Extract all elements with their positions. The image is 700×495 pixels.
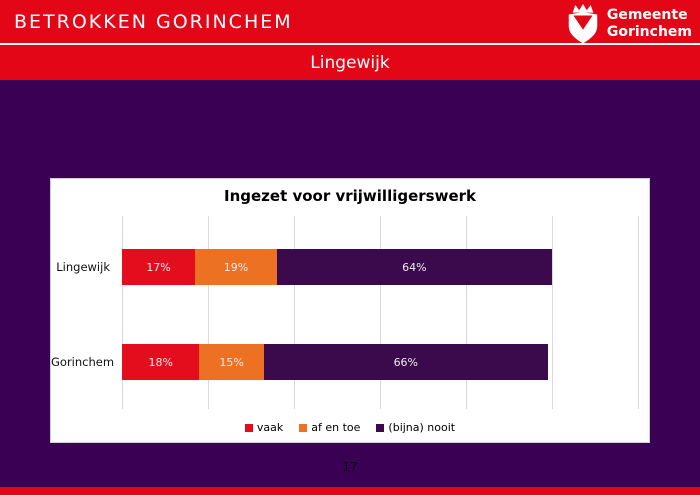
category-label-gorinchem: Gorinchem xyxy=(51,355,115,369)
category-label-lingewijk: Lingewijk xyxy=(56,260,110,274)
subtitle: Lingewijk xyxy=(310,52,390,73)
subtitle-bar: Lingewijk xyxy=(0,45,700,80)
shield-crown-icon xyxy=(564,3,602,45)
bar-segment-af-en-toe: 19% xyxy=(195,249,277,285)
legend-label: (bijna) nooit xyxy=(388,421,456,434)
gridline xyxy=(638,216,639,409)
chart-card: Ingezet voor vrijwilligerswerk 17% 19% 64%… xyxy=(50,178,650,443)
bar-segment-vaak: 17% xyxy=(122,249,196,285)
gridline xyxy=(466,216,467,409)
legend: vaak af en toe (bijna) nooit xyxy=(51,421,649,434)
gridline xyxy=(552,216,553,409)
legend-swatch-vaak xyxy=(244,423,253,432)
bar-segment-bijna-nooit: 64% xyxy=(276,249,552,285)
bottom-strip xyxy=(0,487,700,495)
gridline xyxy=(208,216,209,409)
bar-segment-bijna-nooit: 66% xyxy=(263,344,548,380)
bar-segment-af-en-toe: 15% xyxy=(199,344,264,380)
plot-area: 17% 19% 64% 18% 15% 66% xyxy=(122,216,639,409)
bar-lingewijk: 17% 19% 64% xyxy=(122,249,638,285)
legend-swatch-af-en-toe xyxy=(299,423,308,432)
gridline xyxy=(380,216,381,409)
legend-item-af-en-toe: af en toe xyxy=(299,421,360,434)
page-number: 17 xyxy=(342,460,358,474)
legend-item-vaak: vaak xyxy=(244,421,284,434)
gridline xyxy=(122,216,123,409)
legend-label: af en toe xyxy=(311,421,361,434)
logo-line1: Gemeente xyxy=(606,6,688,23)
gemeente-gorinchem-logo: Gemeente Gorinchem xyxy=(564,3,692,45)
gridline xyxy=(294,216,295,409)
header-bar: BETROKKEN GORINCHEM Gemeente Gorinchem xyxy=(0,0,700,45)
legend-item-bijna-nooit: (bijna) nooit xyxy=(376,421,455,434)
chart-title: Ingezet voor vrijwilligerswerk xyxy=(224,187,476,205)
logo-line2: Gorinchem xyxy=(606,24,692,40)
header-divider xyxy=(0,43,700,45)
legend-swatch-bijna-nooit xyxy=(376,423,385,432)
logo-text: Gemeente Gorinchem xyxy=(607,7,692,41)
bar-segment-vaak: 18% xyxy=(122,344,200,380)
page-title: BETROKKEN GORINCHEM xyxy=(14,11,293,33)
legend-label: vaak xyxy=(256,421,284,434)
bar-gorinchem: 18% 15% 66% xyxy=(122,344,638,380)
